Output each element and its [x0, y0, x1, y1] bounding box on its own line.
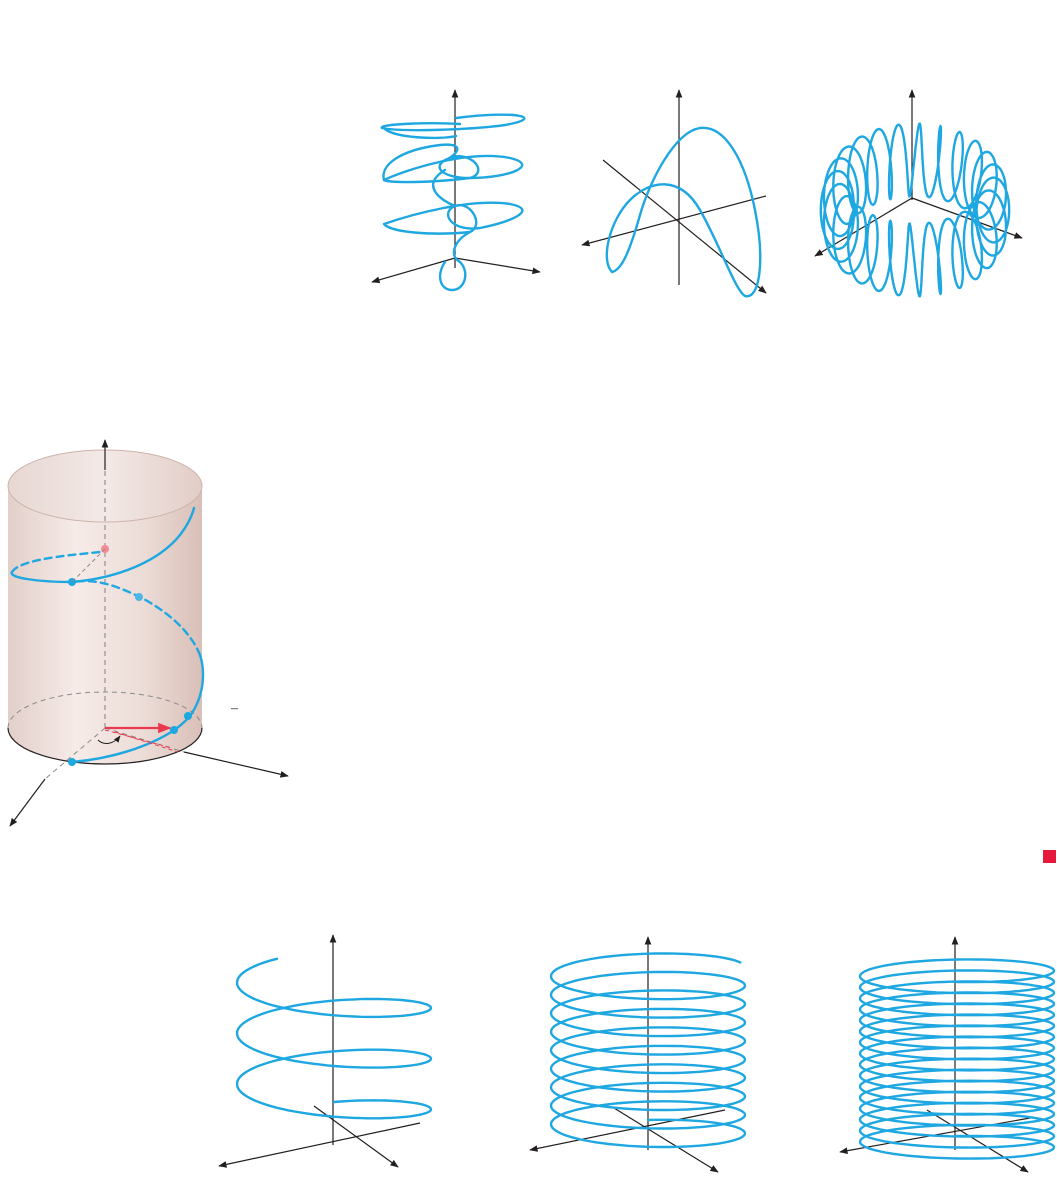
helix-curve	[549, 952, 747, 1149]
helix-point	[170, 726, 178, 734]
helix-point-hidden	[135, 593, 143, 601]
helix-path	[858, 958, 1056, 1160]
y-axis	[218, 1122, 421, 1168]
helix-point	[68, 758, 76, 766]
helix-back-upper	[10, 550, 102, 574]
looping-space-curve	[380, 113, 526, 292]
x-axis-hidden	[44, 727, 106, 780]
y-axis	[183, 751, 289, 778]
projection-dashed-1	[104, 729, 173, 749]
curve-a-panel	[371, 89, 541, 292]
helix-path	[549, 952, 747, 1149]
helix-medium-turns-panel	[529, 936, 747, 1173]
y-axis	[454, 257, 541, 275]
tick-label: –	[230, 701, 239, 716]
x-axis	[371, 257, 456, 284]
helix-few-turns-panel	[218, 934, 433, 1168]
cylinder-bottom-front	[7, 727, 203, 765]
toroidal-spiral	[819, 122, 1011, 298]
toroidal-spiral-path	[819, 122, 1011, 298]
end-of-example-marker	[1043, 850, 1056, 863]
y-axis	[581, 195, 767, 247]
helix-point	[184, 712, 192, 720]
looping-space-curve-upper	[382, 126, 459, 208]
x-axis	[926, 1109, 1029, 1173]
y-axis	[529, 1109, 726, 1152]
helix-curve	[235, 957, 433, 1120]
arch-space-curve	[605, 126, 762, 298]
x-axis	[613, 1107, 719, 1173]
x-axis	[9, 778, 46, 827]
x-axis	[602, 159, 767, 294]
cylinder-helix-figure: –	[7, 439, 289, 827]
helix-front-top	[70, 506, 196, 584]
helix-front-upper	[10, 570, 74, 584]
curve-b-panel	[581, 89, 767, 298]
helix-curve	[858, 958, 1056, 1160]
curve-c-panel	[814, 89, 1023, 298]
angle-arc	[97, 735, 121, 744]
y-axis-hidden	[104, 727, 185, 753]
projection-line	[71, 548, 106, 583]
helix-path	[235, 957, 433, 1120]
helix-many-turns-panel	[839, 936, 1056, 1173]
